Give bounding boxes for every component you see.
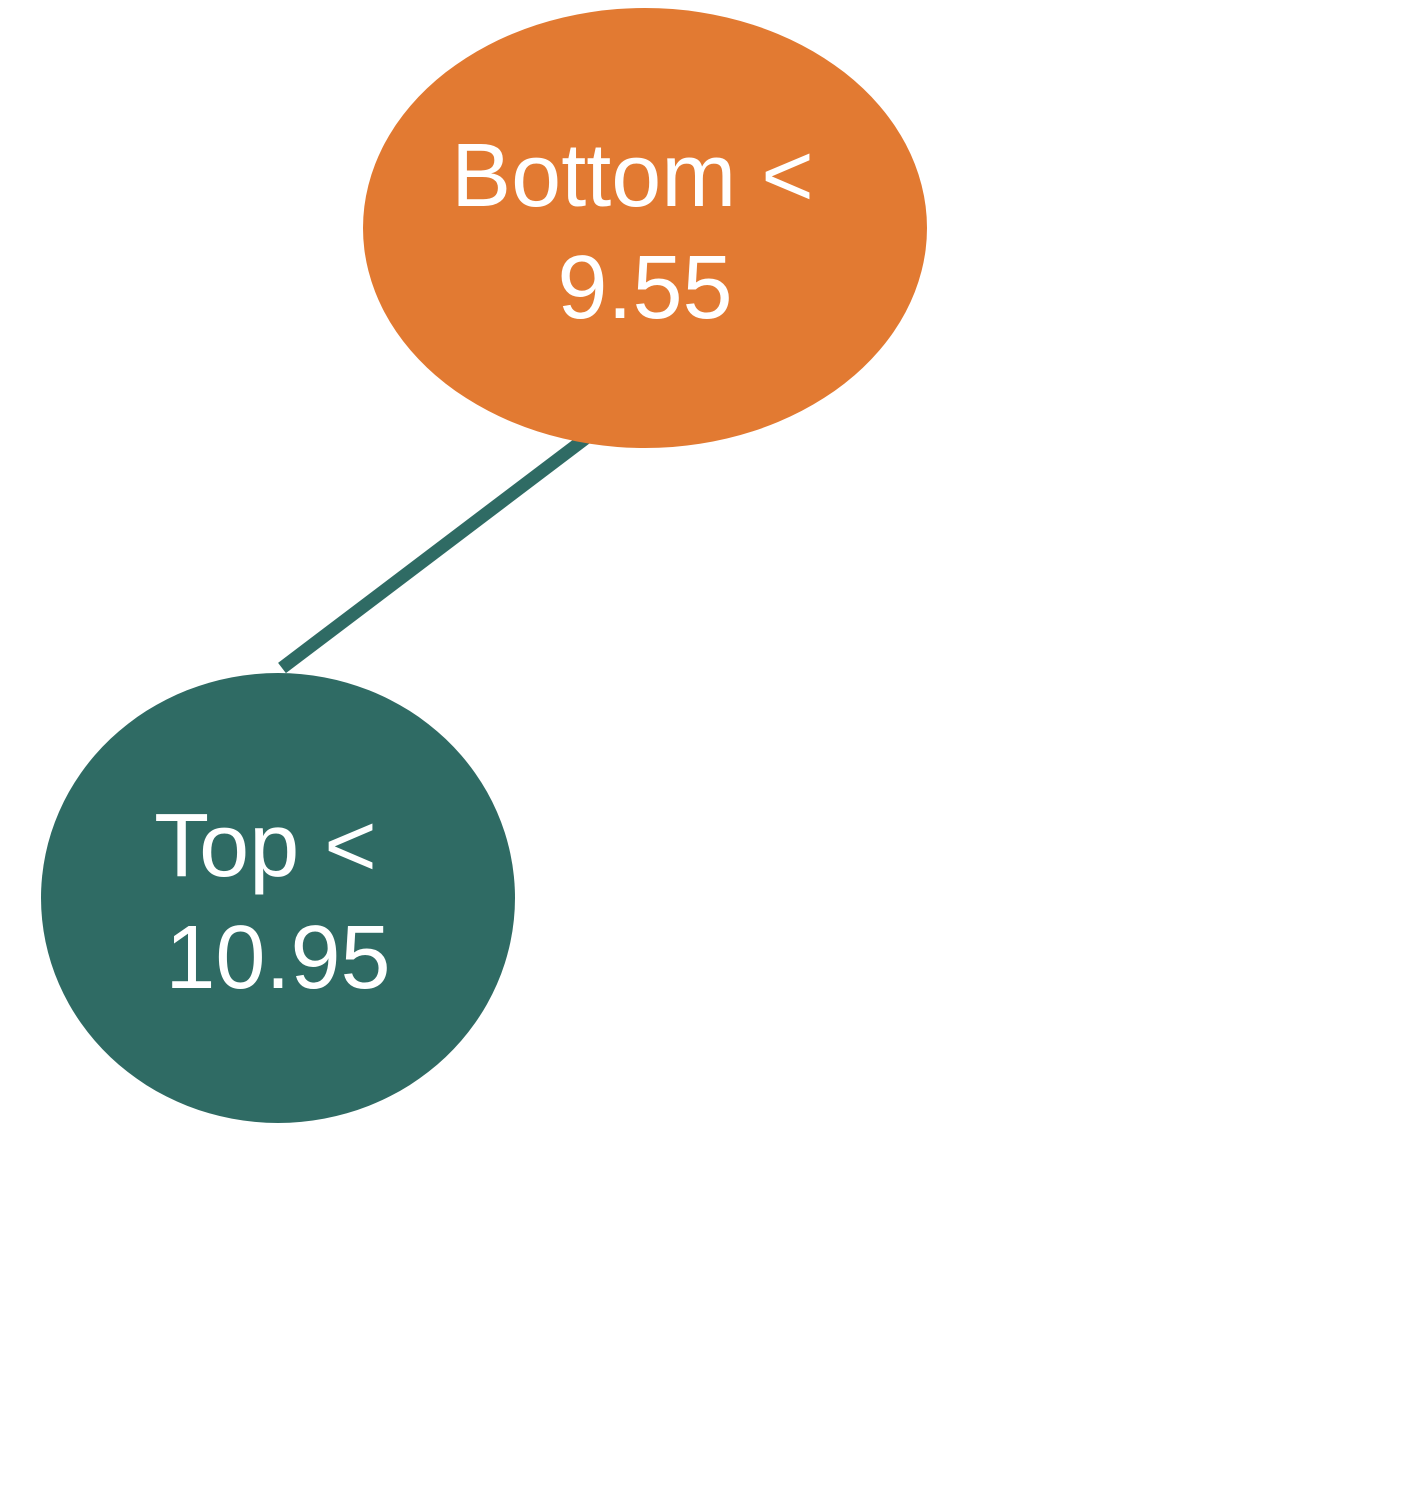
tree-edge-root-to-left bbox=[278, 432, 590, 674]
tree-node-left-child: Top < 10.95 bbox=[41, 673, 515, 1123]
root-node-label-line1: Bottom < bbox=[451, 126, 814, 226]
root-node-shape bbox=[363, 8, 927, 448]
root-node-label-line2: 9.55 bbox=[557, 238, 732, 338]
root-node-label: Bottom < 9.55 bbox=[451, 126, 839, 338]
left-child-node-label-line1: Top < bbox=[154, 796, 377, 896]
left-child-node-label: Top < 10.95 bbox=[154, 796, 402, 1008]
left-child-node-label-line2: 10.95 bbox=[165, 908, 390, 1008]
left-child-node-shape bbox=[41, 673, 515, 1123]
tree-node-root: Bottom < 9.55 bbox=[363, 8, 927, 448]
